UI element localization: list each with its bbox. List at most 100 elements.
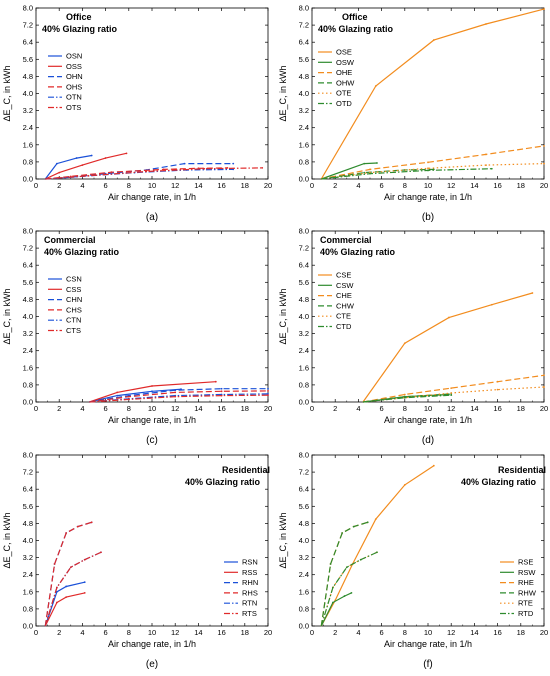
legend-label: RHN — [242, 578, 258, 587]
y-tick-label: 4.0 — [23, 536, 33, 545]
legend-label: OTS — [66, 103, 81, 112]
series-line-ote — [321, 163, 545, 180]
data-point — [125, 152, 128, 155]
panel-label: (f) — [423, 659, 432, 670]
x-tick-label: 14 — [470, 404, 478, 413]
data-point — [145, 170, 148, 173]
data-point — [83, 558, 86, 561]
y-axis-label: ΔE_C, in kWh — [2, 512, 12, 568]
legend-label: CTN — [66, 316, 81, 325]
x-tick-label: 0 — [34, 628, 38, 637]
y-tick-label: 7.2 — [23, 244, 33, 253]
data-point — [485, 23, 487, 25]
x-tick-label: 4 — [356, 628, 360, 637]
x-tick-label: 2 — [57, 181, 61, 190]
legend-label: RHW — [518, 588, 537, 597]
data-point — [543, 162, 545, 165]
x-tick-label: 8 — [127, 628, 131, 637]
data-point — [331, 586, 334, 589]
y-axis-label: ΔE_C, in kWh — [2, 65, 12, 121]
y-tick-label: 2.4 — [299, 570, 309, 579]
data-point — [174, 391, 177, 394]
y-tick-label: 1.6 — [23, 363, 33, 372]
data-point — [55, 586, 58, 589]
legend-label: RTN — [242, 599, 257, 608]
x-tick-label: 18 — [517, 404, 525, 413]
legend-label: CSW — [336, 281, 354, 290]
chart-panel: 0 2 4 6 8 10 12 14 16 18 20 0.0 0.8 1.6 2.4 3.2 4.0 4.8 5.… — [278, 227, 548, 447]
y-tick-label: 4.8 — [299, 295, 309, 304]
y-tick-label: 4.0 — [299, 312, 309, 321]
x-tick-label: 2 — [333, 404, 337, 413]
x-tick-label: 12 — [447, 404, 455, 413]
y-tick-label: 0.8 — [23, 157, 33, 166]
data-point — [267, 389, 269, 392]
y-tick-label: 6.4 — [23, 485, 33, 494]
x-axis-label: Air change rate, in 1/h — [108, 415, 196, 425]
x-tick-label: 6 — [380, 404, 384, 413]
chart-title: Office — [342, 12, 368, 22]
legend-label: RSW — [518, 568, 536, 577]
y-tick-label: 2.4 — [23, 123, 33, 132]
data-point — [65, 532, 68, 534]
y-tick-label: 0.8 — [299, 157, 309, 166]
chart-subtitle: 40% Glazing ratio — [318, 24, 394, 34]
data-point — [69, 566, 72, 569]
y-tick-label: 3.2 — [299, 553, 309, 562]
data-point — [447, 316, 450, 319]
legend-label: OHW — [336, 78, 355, 87]
y-tick-label: 2.4 — [299, 346, 309, 355]
data-point — [127, 398, 130, 401]
chart-panel: 0 2 4 6 8 10 12 14 16 18 20 0.0 0.8 1.6 2.4 3.2 4.0 4.8 5.… — [2, 227, 272, 447]
legend-label: RTD — [518, 609, 534, 618]
x-tick-label: 14 — [470, 628, 478, 637]
x-tick-label: 18 — [241, 404, 249, 413]
chart-panel: 0 2 4 6 8 10 12 14 16 18 20 0.0 0.8 1.6 2.4 3.2 4.0 4.8 5.… — [278, 4, 548, 224]
y-tick-label: 5.6 — [299, 502, 309, 511]
data-point — [81, 164, 84, 167]
series-line-rhw — [320, 521, 368, 627]
legend-label: CSE — [336, 271, 351, 280]
series-line-ohe — [321, 145, 545, 180]
legend-label: OTD — [336, 99, 352, 108]
x-tick-label: 4 — [80, 404, 84, 413]
x-axis-label: Air change rate, in 1/h — [384, 415, 472, 425]
x-tick-label: 10 — [148, 181, 156, 190]
y-tick-label: 0.8 — [299, 604, 309, 613]
legend-label: CTD — [336, 322, 352, 331]
y-tick-label: 1.6 — [23, 140, 33, 149]
data-point — [350, 591, 353, 594]
x-tick-label: 2 — [333, 628, 337, 637]
legend-label: RHS — [242, 588, 258, 597]
y-tick-label: 7.2 — [23, 468, 33, 477]
data-point — [331, 601, 334, 604]
data-point — [345, 566, 348, 569]
y-tick-label: 1.6 — [23, 587, 33, 596]
data-point — [366, 521, 369, 524]
data-point — [83, 591, 86, 594]
legend-label: CTE — [336, 312, 351, 321]
x-axis-label: Air change rate, in 1/h — [108, 639, 196, 649]
data-point — [53, 563, 56, 565]
x-tick-label: 20 — [540, 404, 548, 413]
y-tick-label: 0.8 — [23, 604, 33, 613]
data-point — [403, 393, 406, 396]
y-tick-label: 0.0 — [299, 398, 309, 407]
x-tick-label: 18 — [517, 181, 525, 190]
legend-label: RHE — [518, 578, 534, 587]
data-point — [376, 551, 378, 554]
x-tick-label: 6 — [104, 181, 108, 190]
panel-label: (b) — [422, 212, 434, 223]
data-point — [76, 525, 79, 528]
data-point — [151, 385, 153, 387]
y-tick-label: 4.8 — [23, 519, 33, 528]
chart-subtitle: 40% Glazing ratio — [44, 247, 120, 257]
y-tick-label: 0.8 — [23, 380, 33, 389]
legend-label: CSS — [66, 285, 81, 294]
series-line-rss — [44, 592, 85, 627]
data-point — [490, 167, 493, 170]
y-tick-label: 8.0 — [23, 4, 33, 13]
x-tick-label: 20 — [264, 404, 272, 413]
x-tick-label: 8 — [403, 404, 407, 413]
